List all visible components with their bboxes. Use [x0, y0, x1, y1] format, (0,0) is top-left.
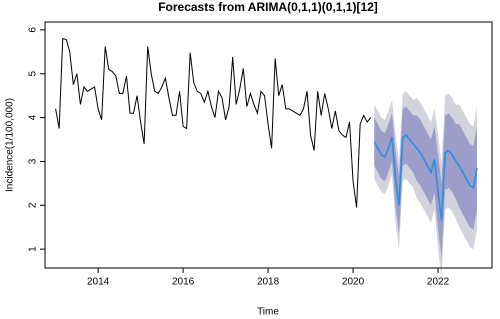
- chart-title: Forecasts from ARIMA(0,1,1)(0,1,1)[12]: [158, 0, 378, 14]
- prediction-interval: [374, 106, 478, 258]
- x-axis-label: Time: [257, 307, 279, 318]
- y-tick-label: 6: [28, 27, 39, 33]
- x-tick-label: 2018: [257, 277, 280, 288]
- y-tick-label: 3: [28, 158, 39, 164]
- forecast-line: [373, 134, 478, 221]
- observed-line: [55, 38, 372, 208]
- y-tick-label: 2: [28, 202, 39, 208]
- y-axis-label: Incidence(1/100,000): [5, 98, 16, 192]
- y-tick-label: 1: [28, 246, 39, 252]
- y-tick-label: 5: [28, 71, 39, 77]
- y-tick-label: 4: [28, 114, 39, 120]
- x-tick-label: 2016: [172, 277, 195, 288]
- x-tick-label: 2020: [342, 277, 365, 288]
- x-tick-label: 2014: [87, 277, 110, 288]
- x-tick-label: 2022: [427, 277, 450, 288]
